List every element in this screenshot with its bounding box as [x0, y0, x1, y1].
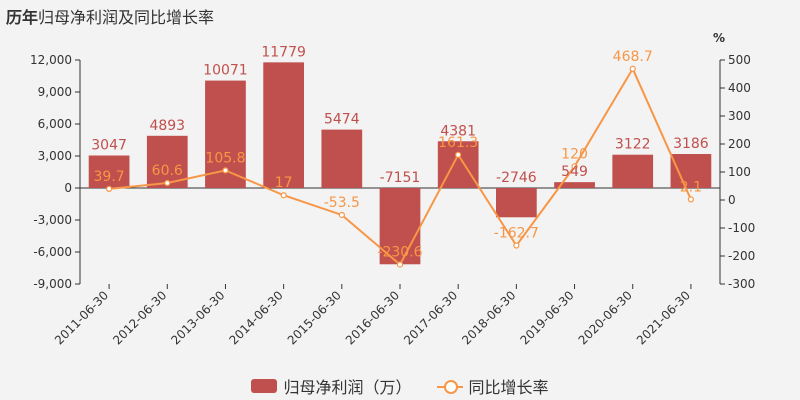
right-tick-label: -300 [728, 277, 755, 291]
growth-point [687, 196, 695, 203]
growth-value-label: -230.6 [377, 245, 422, 261]
title-part1: 历年 [6, 8, 39, 27]
growth-point [280, 192, 287, 199]
growth-value-label: 120 [561, 146, 588, 162]
growth-value-label: 2.1 [680, 179, 702, 195]
legend-line-label: 同比增长率 [468, 378, 549, 397]
left-tick-label: 6,000 [38, 117, 72, 131]
right-tick-label: -100 [728, 221, 755, 235]
bar-value-label: 3047 [91, 137, 127, 153]
right-tick-label: 100 [728, 165, 751, 179]
bar [496, 188, 537, 218]
growth-point [222, 167, 229, 174]
x-tick-label: 2011-06-30 [52, 288, 111, 347]
bar-value-label: 4893 [149, 118, 185, 134]
right-tick-label: -200 [728, 249, 755, 263]
growth-point [396, 261, 404, 268]
growth-point [105, 185, 113, 192]
left-tick-label: 3,000 [38, 149, 72, 163]
left-tick-label: 9,000 [38, 85, 72, 99]
growth-value-label: 17 [275, 175, 293, 191]
left-tick-label: 0 [64, 181, 72, 195]
right-axis-unit: % [713, 31, 726, 45]
bar-value-label: -2746 [496, 170, 537, 186]
title-part2: 归母净利润 [38, 8, 119, 27]
x-tick-label: 2018-06-30 [459, 288, 518, 347]
growth-point [513, 242, 520, 249]
growth-point [455, 151, 462, 158]
right-tick-label: 300 [728, 109, 751, 123]
x-tick-label: 2016-06-30 [343, 288, 402, 347]
bar-value-label: 3186 [673, 136, 709, 152]
left-tick-label: 12,000 [30, 53, 72, 67]
bar-value-label: 5474 [324, 112, 360, 128]
bar [612, 154, 654, 188]
growth-point [164, 179, 171, 187]
growth-value-label: 105.8 [205, 150, 245, 166]
x-tick-label: 2017-06-30 [401, 288, 460, 347]
title-part3: 及同比增长率 [118, 8, 215, 27]
bar [263, 62, 304, 189]
bar [379, 188, 421, 265]
bar-value-label: 549 [561, 164, 588, 180]
bar-value-label: 4381 [440, 123, 476, 139]
x-tick-label: 2014-06-30 [227, 288, 286, 347]
x-tick-label: 2013-06-30 [168, 288, 227, 347]
growth-value-label: 39.7 [94, 169, 125, 185]
legend: 归母净利润（万） 同比增长率 [0, 374, 800, 398]
right-tick-label: 400 [728, 81, 751, 95]
left-tick-label: -9,000 [33, 277, 72, 291]
legend-item-line[interactable]: 同比增长率 [436, 374, 549, 398]
x-tick-label: 2019-06-30 [517, 288, 576, 347]
growth-value-label: 60.6 [152, 163, 183, 179]
bar-value-label: -7151 [380, 170, 421, 186]
bar-value-label: 3122 [615, 137, 651, 153]
bar [321, 129, 363, 188]
x-tick-label: 2020-06-30 [576, 288, 635, 347]
x-tick-label: 2021-06-30 [634, 288, 693, 347]
bar-swatch-icon [251, 379, 278, 393]
growth-value-label: 468.7 [613, 49, 653, 65]
left-tick-label: -6,000 [33, 245, 72, 259]
legend-item-bar[interactable]: 归母净利润（万） [251, 374, 411, 398]
right-tick-label: 200 [728, 137, 751, 151]
left-tick-label: -3,000 [33, 213, 72, 227]
growth-value-label: 161.3 [438, 135, 478, 151]
right-tick-label: 500 [728, 53, 751, 67]
growth-point [338, 211, 345, 219]
growth-point [629, 65, 636, 72]
bar-value-label: 11779 [261, 44, 306, 60]
growth-value-label: -162.7 [494, 226, 539, 242]
line-swatch-icon [436, 379, 463, 394]
legend-bar-label: 归母净利润（万） [283, 378, 412, 397]
x-tick-label: 2015-06-30 [285, 288, 344, 347]
x-tick-label: 2012-06-30 [110, 288, 169, 347]
chart-title: 历年归母净利润及同比增长率 [6, 4, 214, 28]
growth-value-label: -53.5 [324, 195, 360, 211]
right-tick-label: 0 [728, 193, 736, 207]
bar [554, 182, 595, 188]
growth-point [571, 163, 578, 170]
bar [88, 155, 130, 188]
bar-value-label: 10071 [203, 63, 248, 79]
